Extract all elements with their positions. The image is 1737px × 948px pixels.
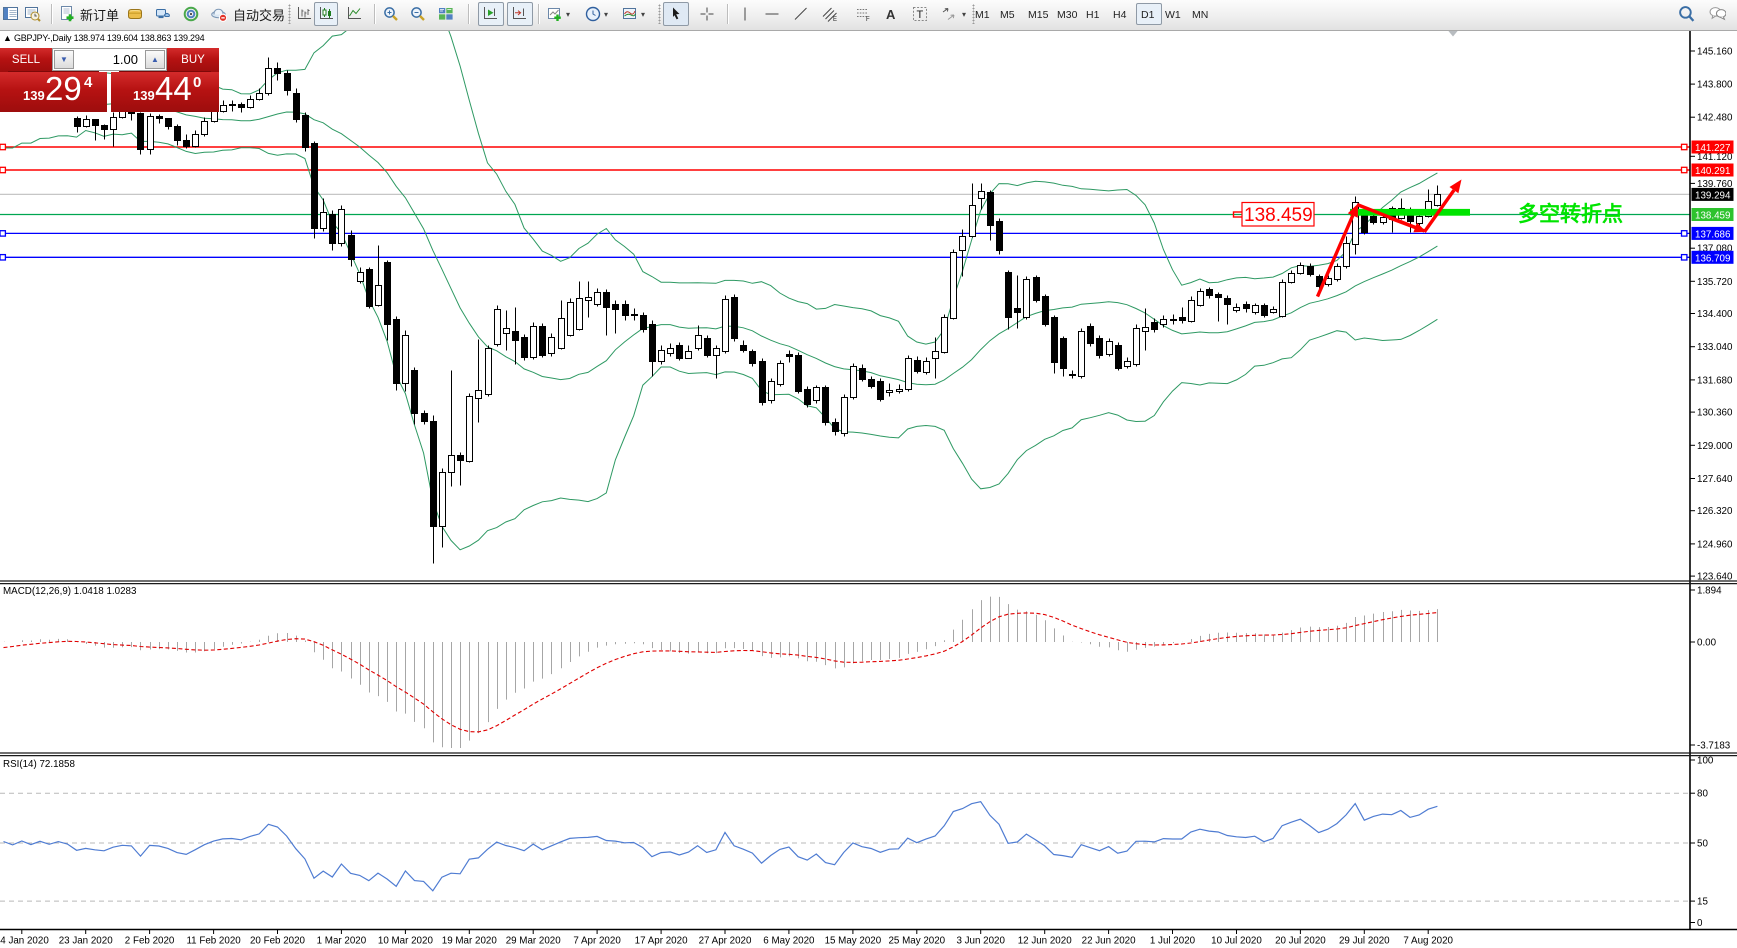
svg-text:E: E (833, 17, 837, 22)
svg-text:141.120: 141.120 (1697, 152, 1733, 163)
svg-text:141.227: 141.227 (1695, 143, 1730, 154)
svg-text:19 Mar 2020: 19 Mar 2020 (442, 936, 498, 947)
svg-text:0.00: 0.00 (1697, 638, 1717, 649)
svg-text:6 May 2020: 6 May 2020 (763, 936, 815, 947)
svg-text:23 Jan 2020: 23 Jan 2020 (59, 936, 113, 947)
svg-text:T: T (917, 9, 924, 21)
svg-text:131.680: 131.680 (1697, 375, 1733, 386)
svg-text:142.480: 142.480 (1697, 113, 1733, 124)
svg-text:145.160: 145.160 (1697, 47, 1733, 58)
svg-text:138.459: 138.459 (1244, 205, 1313, 226)
svg-text:25 May 2020: 25 May 2020 (888, 936, 945, 947)
svg-text:134.400: 134.400 (1697, 309, 1733, 320)
svg-text:1 Mar 2020: 1 Mar 2020 (317, 936, 367, 947)
svg-text:15 May 2020: 15 May 2020 (825, 936, 882, 947)
svg-text:135.720: 135.720 (1697, 277, 1733, 288)
svg-text:138.459: 138.459 (1695, 211, 1730, 222)
svg-text:17 Apr 2020: 17 Apr 2020 (635, 936, 688, 947)
svg-text:20 Jul 2020: 20 Jul 2020 (1275, 936, 1326, 947)
svg-text:7 Apr 2020: 7 Apr 2020 (573, 936, 621, 947)
svg-text:-3.7183: -3.7183 (1697, 741, 1731, 752)
svg-text:15: 15 (1697, 897, 1708, 908)
svg-text:139.760: 139.760 (1697, 179, 1733, 190)
svg-text:124.960: 124.960 (1697, 539, 1733, 550)
svg-text:7 Aug 2020: 7 Aug 2020 (1403, 936, 1453, 947)
svg-text:11 Feb 2020: 11 Feb 2020 (186, 936, 241, 947)
svg-text:F: F (866, 17, 870, 22)
svg-text:100: 100 (1697, 756, 1714, 767)
svg-text:126.320: 126.320 (1697, 506, 1733, 517)
svg-text:1 Jul 2020: 1 Jul 2020 (1150, 936, 1196, 947)
svg-text:136.709: 136.709 (1695, 253, 1730, 264)
svg-text:14 Jan 2020: 14 Jan 2020 (0, 936, 49, 947)
svg-text:22 Jun 2020: 22 Jun 2020 (1082, 936, 1136, 947)
svg-text:MACD(12,26,9) 1.0418 1.0283: MACD(12,26,9) 1.0418 1.0283 (3, 586, 137, 597)
svg-text:143.800: 143.800 (1697, 80, 1733, 91)
svg-text:123.640: 123.640 (1697, 572, 1733, 583)
svg-text:1.894: 1.894 (1697, 586, 1722, 597)
svg-text:多空转折点: 多空转折点 (1518, 202, 1623, 226)
svg-text:20 Feb 2020: 20 Feb 2020 (250, 936, 306, 947)
svg-text:29 Mar 2020: 29 Mar 2020 (506, 936, 562, 947)
svg-text:27 Apr 2020: 27 Apr 2020 (699, 936, 752, 947)
svg-text:3 Jun 2020: 3 Jun 2020 (956, 936, 1005, 947)
svg-text:133.040: 133.040 (1697, 342, 1733, 353)
svg-text:140.291: 140.291 (1695, 166, 1730, 177)
svg-text:139.294: 139.294 (1695, 190, 1731, 201)
svg-text:2 Feb 2020: 2 Feb 2020 (125, 936, 175, 947)
svg-text:0: 0 (1697, 918, 1703, 929)
svg-text:RSI(14) 72.1858: RSI(14) 72.1858 (3, 759, 75, 770)
svg-text:50: 50 (1697, 839, 1708, 850)
svg-text:29 Jul 2020: 29 Jul 2020 (1339, 936, 1390, 947)
svg-text:10 Mar 2020: 10 Mar 2020 (378, 936, 434, 947)
svg-text:129.000: 129.000 (1697, 441, 1733, 452)
svg-text:137.080: 137.080 (1697, 244, 1733, 255)
svg-text:127.640: 127.640 (1697, 474, 1733, 485)
svg-text:10 Jul 2020: 10 Jul 2020 (1211, 936, 1262, 947)
svg-text:130.360: 130.360 (1697, 408, 1733, 419)
svg-text:12 Jun 2020: 12 Jun 2020 (1018, 936, 1072, 947)
svg-text:137.686: 137.686 (1695, 229, 1731, 240)
svg-text:80: 80 (1697, 789, 1708, 800)
